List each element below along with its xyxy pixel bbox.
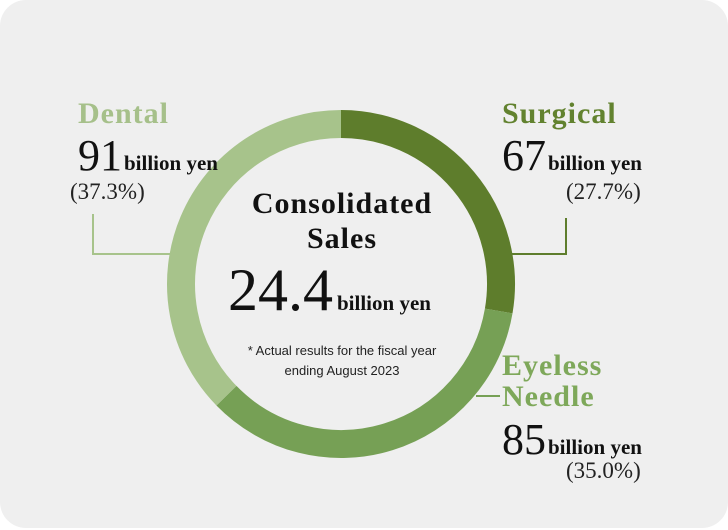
footnote-line2: ending August 2023	[284, 363, 400, 378]
surgical-label: Surgical	[502, 97, 617, 130]
center-title-line1: Consolidated	[251, 187, 433, 220]
ring-segment-surgical	[340, 110, 515, 314]
surgical-leader-line	[499, 218, 567, 255]
dental-amount-value: 91	[78, 131, 122, 180]
dental-percent: (37.3%)	[70, 179, 145, 204]
dental-amount-unit: billion yen	[124, 151, 218, 175]
ring-segment-dental	[167, 110, 342, 406]
total-sales-value: 24.4	[228, 257, 333, 323]
surgical-amount: 67billion yen	[502, 134, 642, 178]
needle-percent: (35.0%)	[566, 458, 641, 483]
needle-amount-value: 85	[502, 415, 546, 464]
surgical-amount-unit: billion yen	[548, 151, 642, 175]
center-title-line2: Sales	[306, 222, 377, 255]
dental-label: Dental	[78, 97, 169, 130]
needle-label-line1: Eyeless	[502, 349, 603, 382]
surgical-percent: (27.7%)	[566, 179, 641, 204]
needle-label-line2: Needle	[502, 380, 595, 413]
total-sales: 24.4 billion yen	[228, 260, 431, 320]
dental-leader-line	[92, 214, 185, 255]
needle-amount-unit: billion yen	[548, 435, 642, 459]
needle-label: Eyeless Needle	[502, 350, 602, 412]
ring-segment-eyeless-needle	[216, 308, 513, 458]
dental-amount: 91billion yen	[78, 134, 218, 178]
footnote-line1: * Actual results for the fiscal year	[247, 343, 437, 358]
needle-amount: 85billion yen	[502, 418, 642, 462]
total-sales-unit: billion yen	[337, 291, 431, 315]
surgical-amount-value: 67	[502, 131, 546, 180]
